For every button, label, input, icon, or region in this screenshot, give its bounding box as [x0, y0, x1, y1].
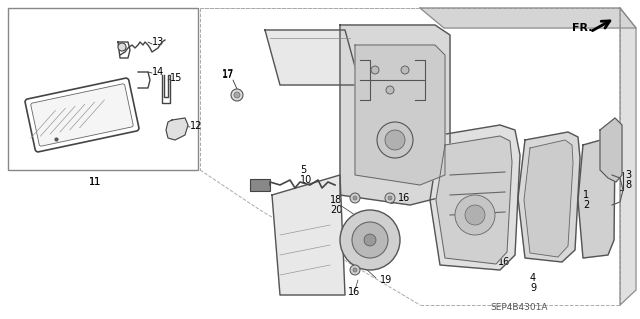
Polygon shape — [620, 8, 636, 305]
Circle shape — [364, 234, 376, 246]
Circle shape — [231, 89, 243, 101]
Polygon shape — [524, 140, 573, 257]
Polygon shape — [430, 125, 520, 270]
Circle shape — [401, 66, 409, 74]
Circle shape — [377, 122, 413, 158]
Text: 11: 11 — [89, 177, 101, 187]
Text: 14: 14 — [152, 67, 164, 77]
Polygon shape — [578, 138, 615, 258]
Text: 1: 1 — [583, 190, 589, 200]
Text: 17: 17 — [222, 70, 234, 80]
Bar — [250, 179, 270, 191]
Text: 4: 4 — [530, 273, 536, 283]
Polygon shape — [340, 25, 450, 205]
Polygon shape — [272, 175, 345, 295]
Circle shape — [465, 205, 485, 225]
Polygon shape — [436, 136, 512, 264]
Text: 18: 18 — [330, 195, 342, 205]
Circle shape — [353, 196, 357, 200]
Circle shape — [371, 66, 379, 74]
Text: 2: 2 — [583, 200, 589, 210]
Polygon shape — [600, 118, 622, 182]
Circle shape — [386, 86, 394, 94]
Circle shape — [340, 210, 400, 270]
Circle shape — [388, 196, 392, 200]
Text: SEP4B4301A: SEP4B4301A — [490, 303, 547, 313]
FancyBboxPatch shape — [31, 84, 133, 146]
Text: 3: 3 — [625, 170, 631, 180]
Polygon shape — [420, 8, 636, 28]
Text: FR.: FR. — [572, 23, 593, 33]
Text: 11: 11 — [89, 177, 101, 187]
Text: 16: 16 — [398, 193, 410, 203]
Text: 16: 16 — [498, 257, 510, 267]
Text: 17: 17 — [222, 69, 234, 79]
Circle shape — [118, 43, 126, 51]
Bar — [8, 8, 198, 170]
Text: 12: 12 — [190, 121, 202, 131]
Circle shape — [353, 268, 357, 272]
Circle shape — [352, 222, 388, 258]
Text: 16: 16 — [348, 287, 360, 297]
Text: 10: 10 — [300, 175, 312, 185]
Circle shape — [350, 265, 360, 275]
Circle shape — [385, 130, 405, 150]
Circle shape — [455, 195, 495, 235]
Polygon shape — [355, 45, 445, 185]
Polygon shape — [265, 30, 360, 85]
Circle shape — [385, 193, 395, 203]
Text: 20: 20 — [330, 205, 342, 215]
Text: 8: 8 — [625, 180, 631, 190]
Text: 15: 15 — [170, 73, 182, 83]
FancyBboxPatch shape — [25, 78, 139, 152]
Text: 9: 9 — [530, 283, 536, 293]
Polygon shape — [518, 132, 580, 262]
Circle shape — [234, 92, 240, 98]
Text: 13: 13 — [152, 37, 164, 47]
Circle shape — [350, 193, 360, 203]
Polygon shape — [166, 118, 188, 140]
Text: 19: 19 — [380, 275, 392, 285]
Text: 5: 5 — [300, 165, 307, 175]
